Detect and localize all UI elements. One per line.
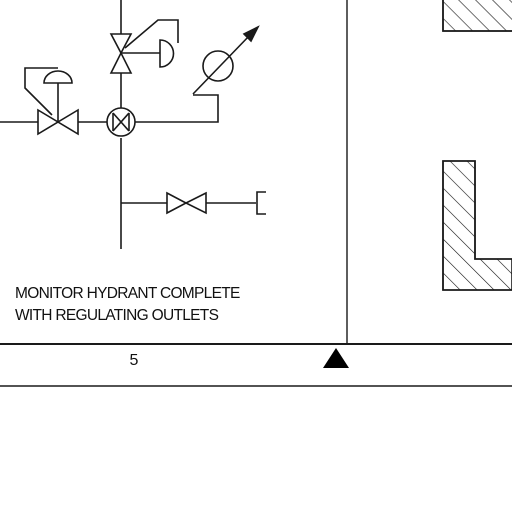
gauge-branch-pipe <box>135 94 219 123</box>
regulating-valve-icon <box>109 19 179 74</box>
pressure-gauge-icon <box>192 25 260 95</box>
caption-line-1: MONITOR HYDRANT COMPLETE <box>15 285 240 302</box>
diaphragm-valve-icon <box>24 67 79 136</box>
section-arrow-icon <box>323 348 349 368</box>
hatched-wall-lower <box>442 160 512 291</box>
hatched-wall-top <box>442 0 512 32</box>
monitor-head-icon <box>106 107 136 137</box>
outlet-cap-icon <box>256 191 266 215</box>
caption-line-2: WITH REGULATING OUTLETS <box>15 307 219 324</box>
gate-valve-icon <box>166 191 207 215</box>
sheet-number: 5 <box>129 352 139 369</box>
diagram-caption: MONITOR HYDRANT COMPLETE WITH REGULATING… <box>15 283 240 327</box>
